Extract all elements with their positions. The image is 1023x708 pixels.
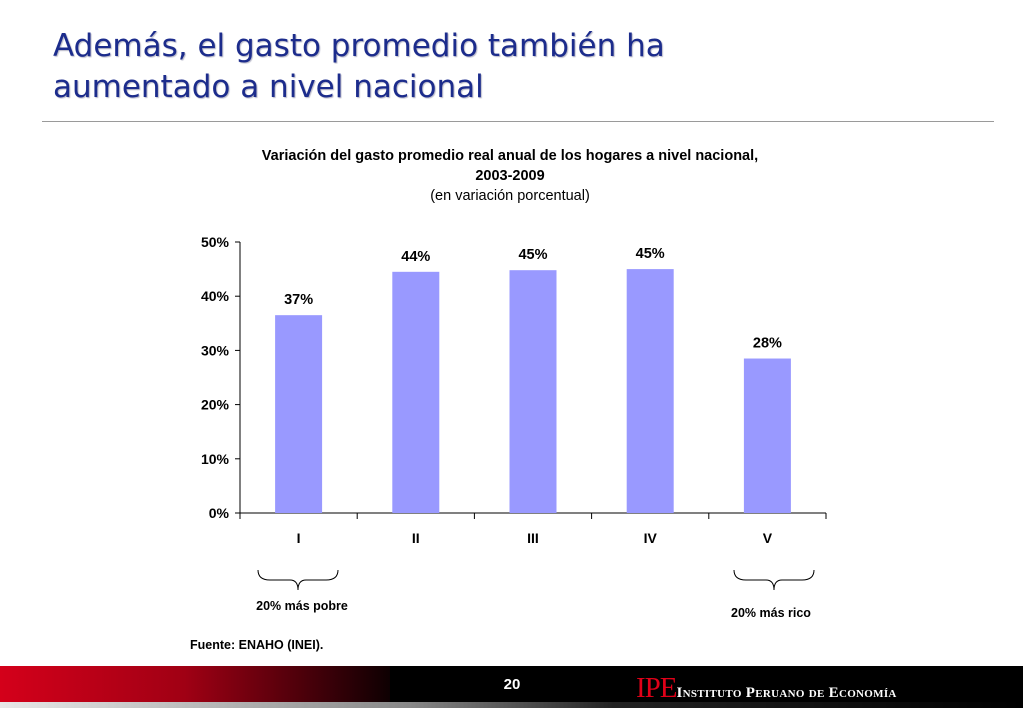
footer-dark-band xyxy=(390,666,1023,708)
x-tick-label: I xyxy=(297,530,301,546)
y-tick-label: 30% xyxy=(201,342,230,358)
data-label: 44% xyxy=(401,249,430,265)
bar xyxy=(275,315,323,513)
y-axis: 0% 10% 20% 30% 40% 50% xyxy=(201,234,241,521)
footer-bottom-strip xyxy=(0,702,1023,708)
y-tick-label: 10% xyxy=(201,451,230,467)
x-tick-label: II xyxy=(412,530,420,546)
x-tick-label: III xyxy=(527,530,539,546)
data-label: 37% xyxy=(284,292,313,308)
chart-title-period: 2003-2009 xyxy=(475,168,545,184)
bar xyxy=(743,358,791,513)
slide-title: Además, el gasto promedio también ha aum… xyxy=(53,26,953,108)
chart-title: Variación del gasto promedio real anual … xyxy=(261,148,759,164)
footer-bar: 20 IPEInstituto Peruano de Economía xyxy=(0,666,1023,708)
y-tick-label: 0% xyxy=(209,505,230,521)
page-number: 20 xyxy=(503,676,521,693)
logo-text: Instituto Peruano de Economía xyxy=(676,685,897,701)
annotation-richest: 20% más rico xyxy=(731,606,811,620)
brace-poorest xyxy=(257,569,339,591)
chart-subtitle: (en variación porcentual) xyxy=(430,188,590,204)
brace-richest xyxy=(733,569,815,591)
y-tick-label: 40% xyxy=(201,288,230,304)
data-label: 45% xyxy=(636,246,665,262)
slide-title-line-1: Además, el gasto promedio también ha xyxy=(53,28,665,64)
bar xyxy=(509,270,557,513)
ipe-logo: IPEInstituto Peruano de Economía xyxy=(636,672,897,705)
y-tick-label: 50% xyxy=(201,234,230,250)
x-axis: I II III IV V xyxy=(239,512,827,546)
footer-gradient xyxy=(0,666,410,708)
bars: 37% 44% 45% 45% 28% xyxy=(275,246,791,513)
bar xyxy=(392,271,440,513)
x-tick-label: IV xyxy=(644,530,658,546)
y-tick-label: 20% xyxy=(201,397,230,413)
bar-chart: 0%10%20%30%40%50% I II III IV V 37%44% 45% 45%… xyxy=(201,234,827,591)
group-braces xyxy=(257,569,815,591)
annotation-poorest: 20% más pobre xyxy=(256,599,348,613)
title-divider xyxy=(42,121,994,122)
bar xyxy=(626,269,674,513)
data-label: 45% xyxy=(518,247,547,263)
slide-title-line-2: aumentado a nivel nacional xyxy=(53,69,484,105)
x-tick-label: V xyxy=(763,530,773,546)
data-label: 28% xyxy=(753,336,782,352)
source-note: Fuente: ENAHO (INEI). xyxy=(190,638,324,652)
logo-mark: IPE xyxy=(636,672,677,704)
chart-title-block: Variación del gasto promedio real anual … xyxy=(150,146,870,206)
